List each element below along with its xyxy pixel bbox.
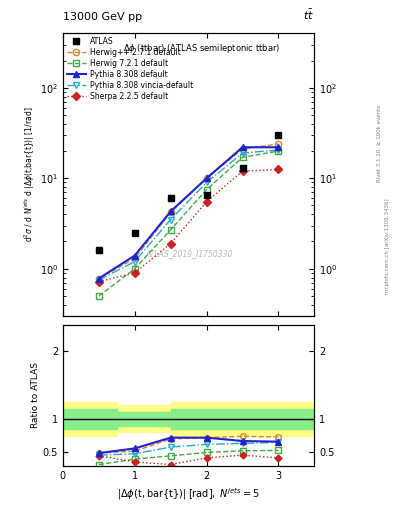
Pythia 8.308 vincia-default [240, 150, 245, 156]
Legend: ATLAS, Herwig++ 2.7.1 default, Herwig 7.2.1 default, Pythia 8.308 default, Pythi: ATLAS, Herwig++ 2.7.1 default, Herwig 7.… [65, 35, 195, 102]
Text: mcplots.cern.ch [arXiv:1306.3436]: mcplots.cern.ch [arXiv:1306.3436] [385, 198, 389, 293]
Sherpa 2.2.5 default [276, 166, 281, 173]
Sherpa 2.2.5 default [168, 241, 173, 247]
Line: Herwig 7.2.1 default: Herwig 7.2.1 default [95, 148, 282, 299]
Herwig 7.2.1 default [132, 266, 137, 272]
Sherpa 2.2.5 default [240, 168, 245, 174]
Herwig++ 2.7.1 default [96, 275, 101, 282]
Herwig 7.2.1 default [240, 154, 245, 160]
Herwig 7.2.1 default [276, 148, 281, 154]
ATLAS [168, 195, 173, 201]
ATLAS [132, 230, 137, 236]
Herwig++ 2.7.1 default [276, 141, 281, 147]
Pythia 8.308 vincia-default [168, 217, 173, 223]
Y-axis label: Ratio to ATLAS: Ratio to ATLAS [31, 362, 40, 428]
Line: ATLAS: ATLAS [95, 132, 282, 253]
Pythia 8.308 vincia-default [204, 179, 209, 185]
Herwig 7.2.1 default [168, 227, 173, 233]
Sherpa 2.2.5 default [132, 270, 137, 276]
Herwig 7.2.1 default [204, 186, 209, 193]
Line: Pythia 8.308 vincia-default: Pythia 8.308 vincia-default [95, 147, 282, 283]
Pythia 8.308 vincia-default [96, 277, 101, 283]
Pythia 8.308 default [240, 144, 245, 151]
Line: Pythia 8.308 default: Pythia 8.308 default [95, 144, 282, 282]
Herwig++ 2.7.1 default [132, 255, 137, 262]
Line: Herwig++ 2.7.1 default: Herwig++ 2.7.1 default [95, 141, 282, 282]
Herwig++ 2.7.1 default [204, 175, 209, 181]
Text: ATLAS_2019_I1750330: ATLAS_2019_I1750330 [145, 249, 232, 259]
Sherpa 2.2.5 default [96, 279, 101, 285]
Text: Rivet 3.1.10, ≥ 100k events: Rivet 3.1.10, ≥ 100k events [377, 105, 382, 182]
ATLAS [204, 192, 209, 198]
Pythia 8.308 vincia-default [276, 147, 281, 153]
Pythia 8.308 default [96, 275, 101, 282]
Pythia 8.308 default [276, 144, 281, 151]
Sherpa 2.2.5 default [204, 199, 209, 205]
ATLAS [276, 132, 281, 138]
Text: $t\bar{t}$: $t\bar{t}$ [303, 7, 314, 22]
Text: $\Delta\phi$ (ttbar) (ATLAS semileptonic ttbar): $\Delta\phi$ (ttbar) (ATLAS semileptonic… [123, 42, 280, 55]
Text: 13000 GeV pp: 13000 GeV pp [63, 11, 142, 22]
Herwig++ 2.7.1 default [240, 146, 245, 152]
Line: Sherpa 2.2.5 default: Sherpa 2.2.5 default [96, 167, 281, 285]
X-axis label: $|\Delta\phi(\mathrm{t,bar\{t\}})| \; [\mathrm{rad}], \; N^{jets} = 5$: $|\Delta\phi(\mathrm{t,bar\{t\}})| \; [\… [118, 486, 260, 502]
ATLAS [240, 165, 245, 171]
Herwig 7.2.1 default [96, 293, 101, 299]
ATLAS [96, 247, 101, 253]
Pythia 8.308 default [168, 208, 173, 215]
Pythia 8.308 default [132, 252, 137, 259]
Herwig++ 2.7.1 default [168, 209, 173, 216]
Y-axis label: d$^2\sigma$ / d N$^{jets}$ d |$\Delta\phi$(t,bar{t})| [1/rad]: d$^2\sigma$ / d N$^{jets}$ d |$\Delta\ph… [22, 107, 37, 242]
Pythia 8.308 vincia-default [132, 259, 137, 265]
Pythia 8.308 default [204, 175, 209, 181]
